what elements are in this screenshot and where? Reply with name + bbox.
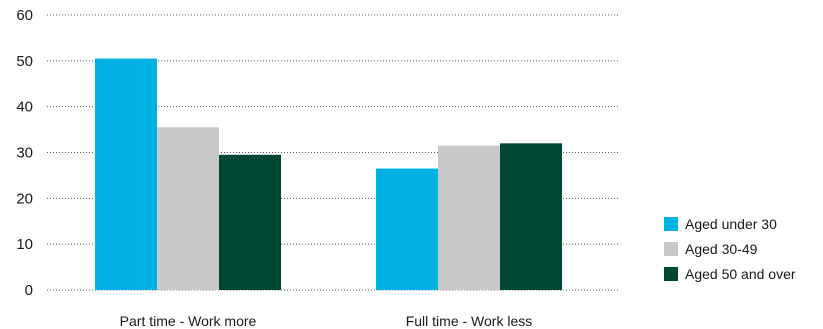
y-tick-label: 40 [16, 99, 33, 116]
x-category-label: Part time - Work more [120, 313, 257, 329]
bar-aged-30-49 [157, 127, 219, 291]
legend-label: Aged under 30 [685, 216, 777, 232]
bar-aged-30-49 [438, 145, 500, 290]
y-tick-label: 60 [16, 7, 33, 24]
x-axis-category-labels: Part time - Work more Full time - Work le… [120, 313, 533, 329]
legend-label: Aged 30-49 [685, 241, 758, 257]
legend-label: Aged 50 and over [685, 266, 796, 282]
legend: Aged under 30 Aged 30-49 Aged 50 and over [664, 216, 796, 282]
y-tick-label: 0 [25, 282, 33, 299]
x-category-label: Full time - Work less [406, 313, 533, 329]
y-axis-tick-labels: 0 10 20 30 40 50 60 [16, 7, 33, 299]
legend-swatch [664, 217, 678, 231]
legend-swatch [664, 267, 678, 281]
y-tick-label: 20 [16, 190, 33, 207]
y-tick-label: 50 [16, 53, 33, 70]
legend-swatch [664, 242, 678, 256]
bars [95, 58, 562, 291]
bar-aged-50-and-over [219, 154, 281, 290]
bar-aged-under-30 [376, 168, 438, 290]
bar-aged-50-and-over [500, 143, 562, 290]
bar-aged-under-30 [95, 58, 157, 290]
y-tick-label: 10 [16, 236, 33, 253]
y-tick-label: 30 [16, 145, 33, 162]
